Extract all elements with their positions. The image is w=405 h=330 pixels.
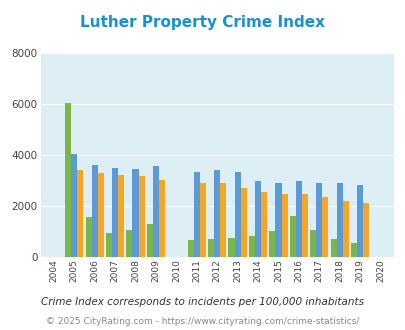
Bar: [269, 231, 275, 257]
Bar: [138, 176, 144, 257]
Bar: [112, 168, 118, 257]
Bar: [65, 103, 71, 257]
Bar: [159, 180, 165, 257]
Bar: [77, 170, 83, 257]
Bar: [350, 243, 356, 257]
Bar: [281, 194, 287, 257]
Bar: [207, 239, 213, 257]
Bar: [356, 184, 362, 257]
Bar: [315, 183, 322, 257]
Bar: [309, 230, 315, 257]
Bar: [275, 183, 281, 257]
Bar: [132, 169, 138, 257]
Bar: [92, 165, 98, 257]
Bar: [322, 197, 328, 257]
Bar: [193, 172, 199, 257]
Bar: [85, 217, 92, 257]
Bar: [289, 216, 295, 257]
Text: Crime Index corresponds to incidents per 100,000 inhabitants: Crime Index corresponds to incidents per…: [41, 297, 364, 307]
Bar: [260, 191, 266, 257]
Bar: [71, 154, 77, 257]
Bar: [106, 233, 112, 257]
Bar: [147, 224, 153, 257]
Text: Luther Property Crime Index: Luther Property Crime Index: [80, 15, 325, 30]
Bar: [342, 201, 348, 257]
Bar: [118, 175, 124, 257]
Bar: [153, 166, 159, 257]
Bar: [98, 173, 104, 257]
Bar: [336, 183, 342, 257]
Text: © 2025 CityRating.com - https://www.cityrating.com/crime-statistics/: © 2025 CityRating.com - https://www.city…: [46, 317, 359, 326]
Bar: [240, 188, 246, 257]
Bar: [220, 183, 226, 257]
Bar: [301, 194, 307, 257]
Bar: [187, 240, 193, 257]
Bar: [248, 236, 254, 257]
Bar: [295, 181, 301, 257]
Bar: [254, 181, 260, 257]
Bar: [213, 170, 220, 257]
Bar: [330, 240, 336, 257]
Bar: [362, 203, 369, 257]
Bar: [228, 238, 234, 257]
Bar: [126, 230, 132, 257]
Bar: [234, 172, 240, 257]
Bar: [199, 183, 205, 257]
